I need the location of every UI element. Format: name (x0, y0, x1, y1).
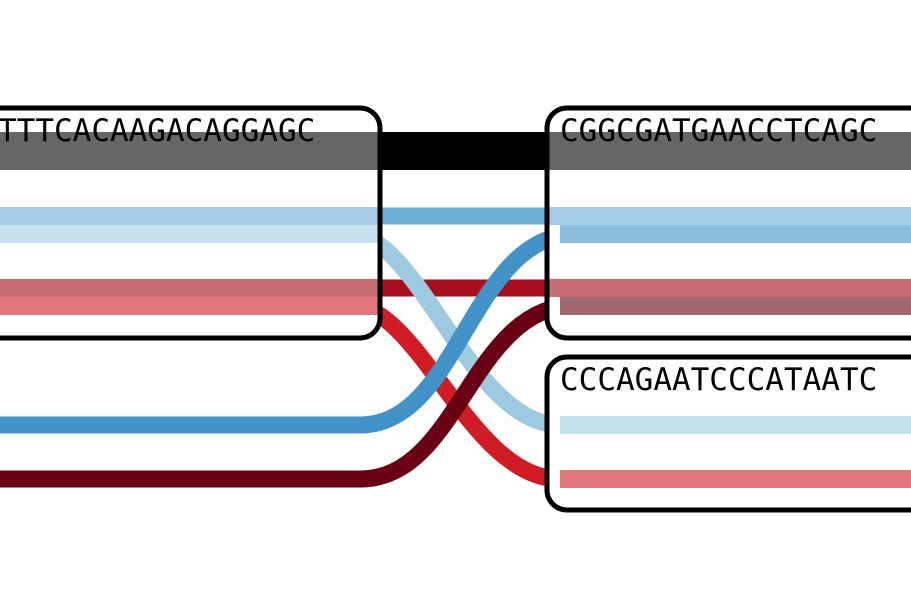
light-red-band (0, 297, 380, 315)
light-blue-band (0, 207, 380, 225)
node-sequence-label: CCCAGAATCCCATAATC (560, 362, 877, 398)
node-sequence-label: TTTCACAAGACAGGAGC (0, 113, 315, 149)
mid-blue-path-edge (0, 225, 578, 434)
pale-blue-band (0, 225, 380, 243)
reference-band (0, 132, 380, 170)
mauve-band (547, 279, 911, 297)
dark-red-path-edge (0, 296, 578, 488)
reference-band (547, 132, 911, 170)
light-blue-band (547, 207, 911, 225)
node-border (544, 354, 911, 513)
node-left-top: TTTCACAAGACAGGAGC (0, 105, 383, 341)
node-border (0, 105, 383, 341)
pale-blue-band (560, 416, 911, 434)
mauve-band (0, 279, 380, 297)
node-right-bottom: CCCAGAATCCCATAATC (544, 354, 911, 513)
light-red-band (560, 470, 911, 488)
mid-blue-band (560, 225, 911, 243)
node-right-top: CGGCGATGAACCTCAGC (544, 105, 911, 341)
node-sequence-label: CGGCGATGAACCTCAGC (560, 113, 877, 149)
node-border (544, 105, 911, 341)
dark-mauve-band (560, 297, 911, 315)
